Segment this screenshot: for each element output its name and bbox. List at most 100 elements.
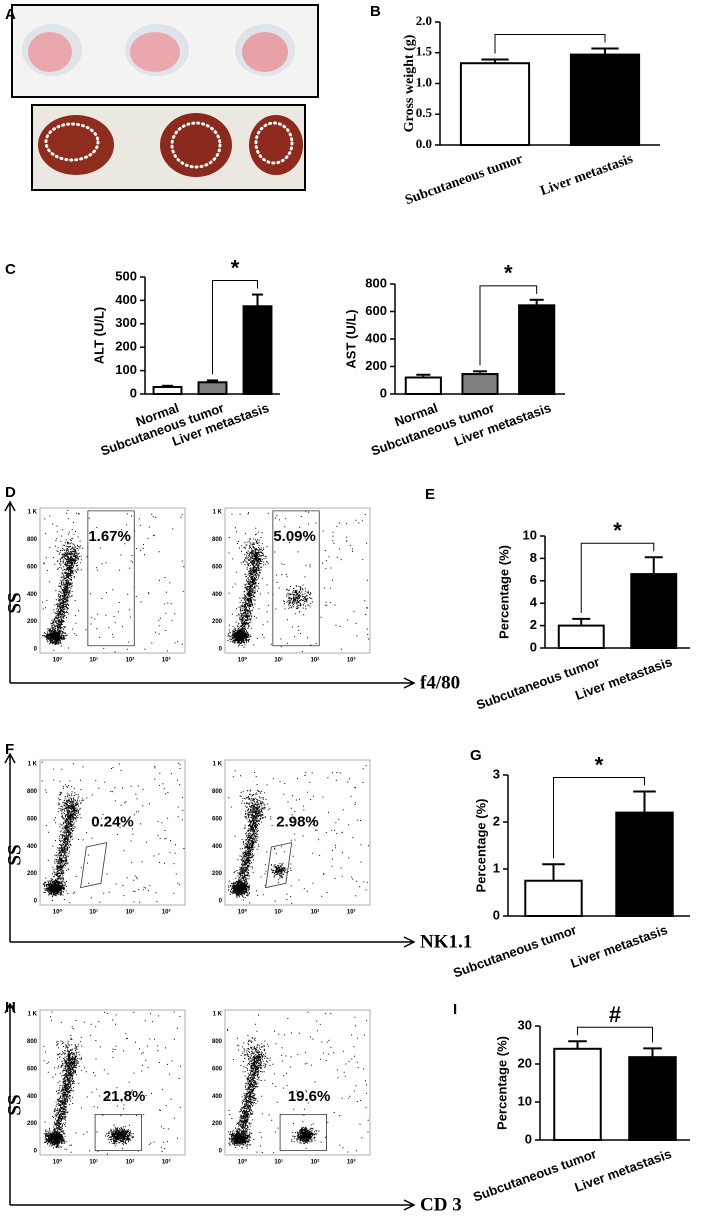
tumor <box>130 32 180 72</box>
flow-y-tick-label: 0 <box>34 1149 38 1155</box>
bar <box>569 53 641 146</box>
gate <box>265 842 293 889</box>
y-axis-label: Percentage (%) <box>494 1036 509 1130</box>
bar <box>461 373 499 395</box>
bar <box>518 304 556 395</box>
significance-mark: # <box>609 1002 621 1027</box>
category-label: Subcutaneous tumor <box>474 654 601 713</box>
gate-percentage: 21.8% <box>103 1088 146 1105</box>
gate <box>279 1114 327 1152</box>
photo-panel <box>11 4 319 191</box>
y-tick-label: 10 <box>518 1093 532 1108</box>
flow-y-tick-label: 1 K <box>28 510 38 516</box>
y-tick-label: 2 <box>493 813 500 828</box>
flow-x-tick-label: 10¹ <box>89 1159 98 1166</box>
flow-y-tick-label: 0 <box>219 647 223 653</box>
panel-letter: A <box>5 6 16 23</box>
y-tick-label: 800 <box>365 275 387 290</box>
panel-letter: G <box>470 747 482 764</box>
category-label: Liver metastasis <box>538 152 635 200</box>
y-tick-label: 30 <box>518 1017 532 1032</box>
y-axis-label: Gross weight (g) <box>402 34 417 132</box>
flow-x-tick-label: 10³ <box>347 1159 356 1166</box>
bar <box>553 1047 602 1142</box>
y-axis-label: Percentage (%) <box>473 799 488 893</box>
flow-y-tick-label: 0 <box>34 899 38 905</box>
flow-events <box>43 1011 182 1155</box>
gate-percentage: 1.67% <box>88 528 131 545</box>
bar <box>615 811 674 917</box>
flow-y-tick-label: 600 <box>212 1066 223 1072</box>
panel-letter: C <box>5 261 16 278</box>
flow-y-tick-label: 400 <box>27 844 38 850</box>
flow-x-tick-label: 10¹ <box>274 909 283 916</box>
bar <box>628 1056 677 1142</box>
gate <box>80 842 108 889</box>
y-tick-label: 4 <box>530 595 538 610</box>
flow-y-tick-label: 800 <box>27 1039 38 1045</box>
flow-y-tick-label: 1 K <box>213 762 223 768</box>
y-tick-label: 400 <box>365 330 387 345</box>
panel-letter: D <box>5 484 16 501</box>
flow-events <box>41 761 185 904</box>
gate-percentage: 0.24% <box>91 813 134 830</box>
flow-x-tick-label: 10³ <box>347 657 356 664</box>
flow-y-tick-label: 800 <box>27 789 38 795</box>
bar <box>524 879 583 917</box>
flow-plot-frame <box>224 507 371 654</box>
significance-bracket <box>553 776 645 859</box>
bar <box>197 381 228 395</box>
flow-x-tick-label: 10² <box>311 1159 320 1166</box>
flow-x-label: NK1.1 <box>420 931 472 952</box>
flow-plot-frame <box>39 759 186 906</box>
flow-y-tick-label: 200 <box>212 619 223 625</box>
flow-y-tick-label: 800 <box>27 537 38 543</box>
flow-y-tick-label: 200 <box>212 1121 223 1127</box>
flow-y-tick-label: 600 <box>212 564 223 570</box>
y-tick-label: 0 <box>130 385 137 400</box>
significance-mark: * <box>595 752 604 777</box>
flow-y-tick-label: 800 <box>212 789 223 795</box>
flow-plot-frame <box>224 1009 371 1156</box>
flow-x-tick-label: 10⁰ <box>53 1159 63 1166</box>
flow-x-tick-label: 10³ <box>162 909 171 916</box>
gate-percentage: 19.6% <box>288 1088 331 1105</box>
flow-y-label: SS <box>4 592 25 613</box>
flow-plot-frame <box>39 507 186 654</box>
flow-y-label: SS <box>4 844 25 865</box>
flow-y-tick-label: 400 <box>27 1094 38 1100</box>
bar <box>242 305 273 395</box>
flow-events <box>228 765 370 904</box>
panel-letter: B <box>370 3 381 20</box>
significance-bracket <box>580 542 655 613</box>
y-tick-label: 1.5 <box>416 44 433 59</box>
flow-x-tick-label: 10⁰ <box>53 657 63 664</box>
flow-x-tick-label: 10² <box>311 657 320 664</box>
flow-y-tick-label: 800 <box>212 1039 223 1045</box>
y-tick-label: 10 <box>523 527 537 542</box>
significance-mark: * <box>613 518 622 543</box>
flow-x-tick-label: 10² <box>126 1159 135 1166</box>
significance-mark: * <box>231 255 240 280</box>
axis-arrow <box>4 1002 416 1211</box>
flow-plot-frame <box>224 759 371 906</box>
flow-y-tick-label: 200 <box>27 871 38 877</box>
gate-percentage: 2.98% <box>276 813 319 830</box>
flow-y-tick-label: 400 <box>212 844 223 850</box>
y-tick-label: 3 <box>493 766 500 781</box>
flow-x-tick-label: 10³ <box>162 657 171 664</box>
category-label: Liver metastasis <box>569 922 670 971</box>
flow-y-tick-label: 200 <box>212 871 223 877</box>
flow-x-label: CD 3 <box>420 1194 462 1215</box>
flow-x-tick-label: 10⁰ <box>238 657 248 664</box>
liver <box>38 115 114 175</box>
bar <box>404 376 442 395</box>
y-tick-label: 2 <box>530 617 537 632</box>
significance-bracket <box>479 285 538 366</box>
gate <box>272 510 320 647</box>
significance-bracket <box>494 33 606 54</box>
category-label: Subcutaneous tumor <box>403 152 525 209</box>
flow-x-tick-label: 10¹ <box>274 1159 283 1166</box>
significance-mark: * <box>504 261 513 286</box>
y-tick-label: 100 <box>115 362 137 377</box>
